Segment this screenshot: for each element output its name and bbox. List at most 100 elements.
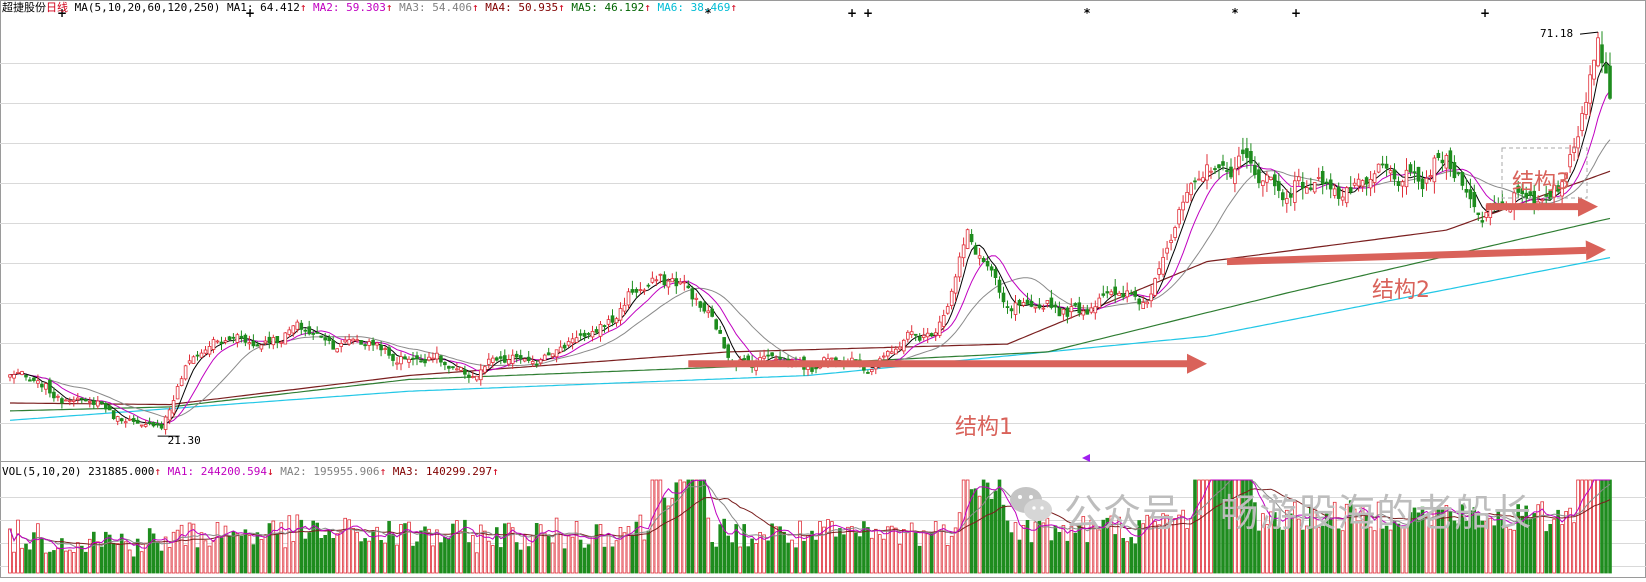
volume-bar xyxy=(1456,523,1461,574)
volume-bar xyxy=(1428,525,1433,574)
volume-bar xyxy=(1600,479,1604,574)
candle-body xyxy=(1568,154,1572,168)
candle-body xyxy=(1384,163,1389,169)
candle-body xyxy=(686,285,691,289)
candle-body xyxy=(191,356,196,364)
volume-bar xyxy=(909,522,914,574)
candle-body xyxy=(814,367,818,370)
candle-body xyxy=(1241,149,1245,155)
candle-body xyxy=(638,289,643,292)
volume-bar xyxy=(698,479,703,574)
volume-bar xyxy=(514,542,519,574)
volume-bar xyxy=(367,540,371,574)
volume-bar xyxy=(1301,529,1305,574)
volume-bar xyxy=(686,479,691,574)
candle-body xyxy=(1149,293,1154,302)
volume-bar xyxy=(558,532,563,574)
candle-body xyxy=(945,306,950,314)
volume-bar xyxy=(814,539,818,574)
volume-bar xyxy=(670,498,675,574)
volume-bar xyxy=(1133,543,1138,574)
candle-body xyxy=(1289,193,1293,198)
candle-body xyxy=(171,400,176,414)
volume-bar xyxy=(1516,504,1521,574)
candle-body xyxy=(311,332,315,335)
candle-body xyxy=(1436,152,1441,158)
candle-body xyxy=(195,354,200,357)
volume-bar xyxy=(1464,520,1469,574)
volume-bar xyxy=(1360,505,1365,574)
volume-bar xyxy=(1305,525,1309,574)
volume-bar xyxy=(1201,479,1205,574)
volume-bar xyxy=(407,521,411,574)
volume-bar xyxy=(135,538,140,574)
vol-ma-label-2: MA2: xyxy=(273,465,307,478)
ma4-line xyxy=(10,170,1611,406)
volume-bar xyxy=(72,552,76,574)
volume-bar xyxy=(435,529,439,574)
candle-body xyxy=(742,358,746,361)
volume-bar xyxy=(1588,479,1592,574)
candle-body xyxy=(335,348,339,353)
volume-bar xyxy=(263,534,268,574)
volume-bar xyxy=(738,546,742,574)
candle-body xyxy=(1392,169,1397,180)
candle-body xyxy=(882,355,886,358)
volume-bar xyxy=(766,540,770,574)
volume-bar xyxy=(842,534,846,574)
volume-bar xyxy=(1177,514,1181,574)
candle-body xyxy=(20,371,24,375)
candle-body xyxy=(1576,136,1580,149)
volume-header: VOL(5,10,20) 231885.000↑ MA1: 244200.594… xyxy=(2,465,499,479)
candle-body xyxy=(255,344,260,347)
volume-bar xyxy=(878,534,882,574)
volume-bar xyxy=(1480,520,1485,574)
candle-body xyxy=(1137,298,1142,305)
candle-body xyxy=(351,338,355,342)
candle-body xyxy=(28,379,32,382)
volume-bar xyxy=(1045,517,1050,574)
volume-bar xyxy=(582,547,587,574)
volume-bar xyxy=(207,545,212,574)
volume-bar xyxy=(411,545,415,574)
candle-body xyxy=(16,371,20,374)
volume-bar xyxy=(1097,529,1102,574)
candle-body xyxy=(830,357,834,360)
volume-bar xyxy=(921,530,926,574)
vol-ma-value-3: 140299.297 xyxy=(419,465,493,478)
volume-bar xyxy=(498,547,503,574)
volume-bar xyxy=(886,526,890,574)
candle-body xyxy=(223,340,228,343)
candle-body xyxy=(1045,300,1050,304)
candle-body xyxy=(925,332,930,338)
volume-bar xyxy=(379,540,383,574)
candle-body xyxy=(1153,278,1157,296)
volume-bar xyxy=(1604,479,1608,574)
volume-bar xyxy=(235,533,240,574)
volume-bar xyxy=(147,528,152,574)
candle-body xyxy=(455,368,459,371)
volume-bar xyxy=(443,537,447,574)
volume-bar xyxy=(463,519,467,574)
volume-bar xyxy=(163,536,168,574)
volume-bar xyxy=(882,538,886,574)
candle-body xyxy=(670,278,675,283)
candle-body xyxy=(977,255,982,259)
volume-bar xyxy=(12,551,16,574)
volume-bar xyxy=(371,531,375,574)
volume-bar xyxy=(1380,528,1385,574)
candle-body xyxy=(658,273,663,276)
volume-bar xyxy=(1041,522,1046,574)
candle-body xyxy=(1592,59,1596,80)
volume-bar xyxy=(614,540,619,574)
candle-body xyxy=(467,374,471,378)
candle-body xyxy=(985,260,990,267)
candle-body xyxy=(682,281,687,284)
candle-body xyxy=(1089,307,1094,313)
candle-body xyxy=(1077,302,1082,314)
volume-bar xyxy=(566,535,571,574)
event-marker: * xyxy=(705,6,712,20)
candle-body xyxy=(1065,307,1070,317)
volume-bar xyxy=(997,479,1002,574)
candle-body xyxy=(1041,307,1046,310)
